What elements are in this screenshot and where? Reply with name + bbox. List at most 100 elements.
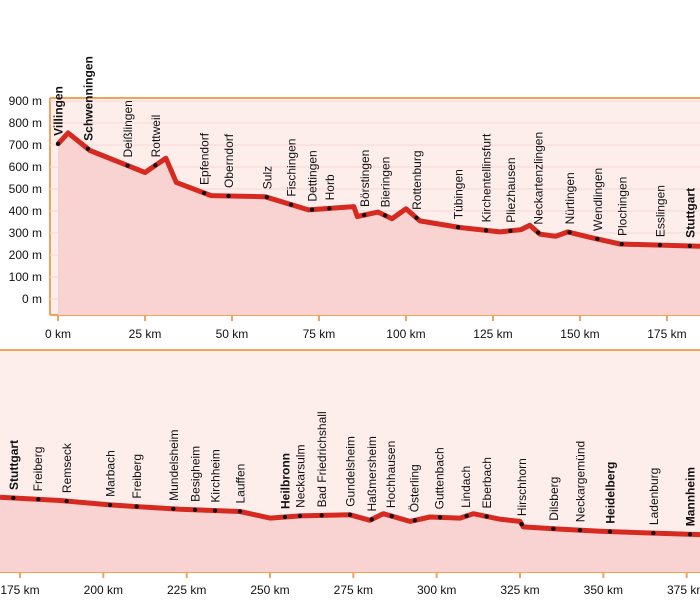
place-dot [455, 225, 461, 230]
x-tick-label: 275 km [334, 583, 373, 597]
place-dot [226, 193, 231, 199]
place-label: Ladenburg [647, 468, 661, 525]
y-tick-label: 600 m [9, 160, 42, 174]
place-label: Esslingen [654, 185, 668, 237]
place-label: Dettingen [306, 150, 320, 201]
y-tick-label: 800 m [9, 116, 42, 130]
place-dot [212, 508, 218, 513]
x-tick-label: 325 km [500, 583, 539, 597]
place-dot [577, 528, 583, 533]
place-label: Rottenburg [410, 151, 424, 210]
place-label: Besigheim [189, 446, 203, 502]
place-dot [11, 495, 16, 501]
place-label: Gundelsheim [344, 436, 358, 507]
place-label: Heilbronn [279, 453, 293, 509]
place-dot [651, 530, 656, 536]
place-label: Dilsberg [547, 477, 561, 521]
place-label: Mannheim [684, 467, 698, 526]
place-label: Neckartenzlingen [532, 132, 546, 225]
place-label: Haßmersheim [365, 436, 379, 511]
place-dot [551, 526, 556, 531]
x-tick-label: 50 km [216, 327, 249, 341]
place-dot [55, 141, 61, 147]
place-label: Rottweil [149, 115, 163, 158]
place-dot [134, 504, 139, 509]
place-label: Plochingen [615, 177, 629, 236]
x-tick-label: 25 km [129, 327, 162, 341]
x-tick-label: 150 km [560, 327, 599, 341]
x-tick-label: 375 km [667, 583, 700, 597]
place-label: Bieringen [379, 157, 393, 208]
place-dot [484, 514, 489, 519]
place-dot [382, 213, 388, 218]
place-dot [687, 532, 693, 537]
place-dot [483, 228, 489, 233]
place-dot [264, 195, 269, 200]
place-dot [107, 502, 113, 508]
elevation-area [0, 497, 700, 572]
place-label: Sulz [260, 166, 274, 189]
place-label: Tübingen [452, 169, 466, 219]
place-label: Guttenbach [433, 447, 447, 509]
place-label: Hirschhorn [515, 458, 529, 516]
place-dot [347, 512, 353, 517]
x-tick-label: 75 km [303, 327, 336, 341]
place-label: Heidelberg [604, 462, 618, 524]
place-dot [309, 207, 315, 212]
place-label: Lauffen [234, 464, 248, 504]
x-tick-label: 225 km [167, 583, 206, 597]
place-dot [437, 515, 443, 520]
place-dot [369, 517, 374, 522]
place-dot [85, 146, 91, 152]
place-label: Nürtingen [563, 172, 577, 224]
place-dot [389, 513, 394, 519]
place-label: Villingen [52, 86, 66, 136]
place-dot [36, 497, 41, 502]
y-tick-label: 500 m [9, 182, 42, 196]
place-dot [327, 206, 332, 211]
place-label: Pliezhausen [504, 157, 518, 222]
place-label: Freiberg [130, 454, 144, 499]
place-dot [535, 230, 541, 235]
place-dot [687, 243, 693, 249]
place-dot [319, 513, 324, 518]
place-dot [288, 202, 294, 207]
y-tick-label: 200 m [9, 248, 42, 262]
elevation-line [56, 130, 700, 249]
place-label: Neckarsulm [294, 445, 308, 508]
place-label: Remseck [60, 442, 74, 493]
place-dot [201, 190, 207, 196]
place-label: Mundelsheim [167, 430, 181, 501]
place-dot [171, 506, 176, 512]
place-label: Lindach [459, 466, 473, 508]
place-label: Epfendorf [198, 132, 212, 185]
place-label: Bad Friedrichshall [315, 411, 329, 507]
place-label: Fischingen [285, 139, 299, 197]
x-tick-label: 300 km [417, 583, 456, 597]
place-label: Marbach [104, 450, 118, 497]
x-tick-label: 0 km [45, 327, 71, 341]
place-label: Kirchheim [209, 449, 223, 502]
place-dot [125, 163, 130, 168]
place-label: Wendlingen [591, 168, 605, 231]
place-dot [282, 514, 288, 520]
place-dot [464, 513, 469, 519]
place-dot [607, 529, 613, 534]
place-dot [412, 518, 418, 523]
place-label: Oberndorf [222, 133, 236, 188]
place-label: Horb [323, 174, 337, 200]
place-label: Deißlingen [121, 100, 135, 157]
y-tick-label: 900 m [9, 94, 42, 108]
place-dot [519, 521, 524, 527]
place-label: Börstingen [358, 150, 372, 207]
place-label: Neckargemünd [574, 441, 588, 522]
place-dot [153, 163, 158, 168]
x-tick-label: 350 km [584, 583, 623, 597]
x-tick-label: 200 km [84, 583, 123, 597]
x-tick-label: 175 km [0, 583, 39, 597]
y-tick-label: 400 m [9, 204, 42, 218]
x-tick-label: 125 km [473, 327, 512, 341]
place-dot [237, 509, 243, 514]
